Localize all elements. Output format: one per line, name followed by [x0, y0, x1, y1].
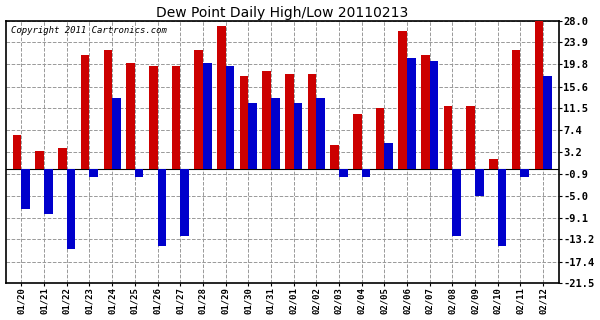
Bar: [512, 50, 520, 169]
Bar: [385, 143, 393, 169]
Bar: [520, 169, 529, 177]
Bar: [376, 108, 385, 169]
Bar: [126, 63, 135, 169]
Bar: [226, 66, 234, 169]
Bar: [407, 58, 416, 169]
Bar: [466, 106, 475, 169]
Bar: [421, 55, 430, 169]
Bar: [535, 21, 543, 169]
Bar: [13, 135, 22, 169]
Bar: [353, 114, 362, 169]
Bar: [194, 50, 203, 169]
Bar: [239, 76, 248, 169]
Bar: [217, 26, 226, 169]
Bar: [362, 169, 370, 177]
Bar: [149, 66, 158, 169]
Bar: [89, 169, 98, 177]
Bar: [112, 98, 121, 169]
Text: Copyright 2011 Cartronics.com: Copyright 2011 Cartronics.com: [11, 26, 167, 35]
Bar: [475, 169, 484, 196]
Bar: [331, 145, 339, 169]
Bar: [135, 169, 143, 177]
Bar: [316, 98, 325, 169]
Bar: [308, 74, 316, 169]
Bar: [44, 169, 53, 214]
Bar: [158, 169, 166, 246]
Bar: [452, 169, 461, 236]
Bar: [172, 66, 180, 169]
Title: Dew Point Daily High/Low 20110213: Dew Point Daily High/Low 20110213: [156, 5, 409, 20]
Bar: [285, 74, 293, 169]
Bar: [489, 159, 498, 169]
Bar: [104, 50, 112, 169]
Bar: [430, 60, 439, 169]
Bar: [543, 76, 552, 169]
Bar: [22, 169, 30, 209]
Bar: [248, 103, 257, 169]
Bar: [35, 151, 44, 169]
Bar: [398, 31, 407, 169]
Bar: [67, 169, 76, 249]
Bar: [58, 148, 67, 169]
Bar: [271, 98, 280, 169]
Bar: [262, 71, 271, 169]
Bar: [339, 169, 347, 177]
Bar: [293, 103, 302, 169]
Bar: [498, 169, 506, 246]
Bar: [203, 63, 212, 169]
Bar: [444, 106, 452, 169]
Bar: [81, 55, 89, 169]
Bar: [180, 169, 189, 236]
